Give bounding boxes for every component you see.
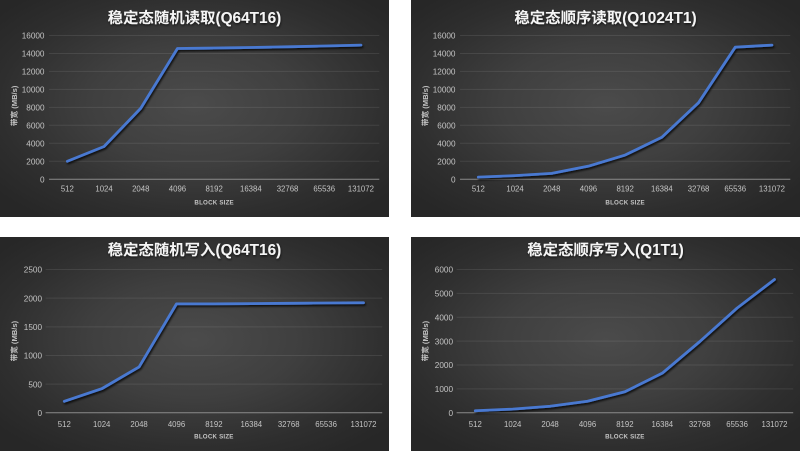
svg-text:1000: 1000 xyxy=(435,385,454,394)
svg-text:16000: 16000 xyxy=(433,32,456,41)
svg-text:2000: 2000 xyxy=(26,157,45,166)
svg-text:12000: 12000 xyxy=(433,68,456,77)
svg-text:BLOCK SIZE: BLOCK SIZE xyxy=(605,200,644,207)
svg-text:(MB/s): (MB/s) xyxy=(10,85,19,109)
svg-text:6000: 6000 xyxy=(437,122,456,131)
svg-text:(MB/s): (MB/s) xyxy=(421,85,430,109)
svg-text:2048: 2048 xyxy=(541,420,558,429)
svg-text:(Q1T1): (Q1T1) xyxy=(635,242,684,259)
svg-text:(MB/s): (MB/s) xyxy=(421,320,430,344)
svg-text:0: 0 xyxy=(37,409,42,418)
svg-text:6000: 6000 xyxy=(26,122,45,131)
svg-text:4096: 4096 xyxy=(579,420,596,429)
svg-text:16384: 16384 xyxy=(651,420,673,429)
svg-text:500: 500 xyxy=(28,380,42,389)
svg-text:65536: 65536 xyxy=(315,420,337,429)
svg-text:2000: 2000 xyxy=(437,157,456,166)
svg-text:65536: 65536 xyxy=(726,420,748,429)
svg-text:(MB/s): (MB/s) xyxy=(10,320,19,344)
svg-text:2048: 2048 xyxy=(130,420,147,429)
svg-text:1024: 1024 xyxy=(504,420,522,429)
svg-text:8000: 8000 xyxy=(437,104,456,113)
svg-text:16384: 16384 xyxy=(240,184,262,193)
svg-text:512: 512 xyxy=(469,420,482,429)
svg-text:1000: 1000 xyxy=(24,352,43,361)
svg-text:8192: 8192 xyxy=(205,420,222,429)
svg-text:2000: 2000 xyxy=(24,294,43,303)
svg-text:5000: 5000 xyxy=(435,290,454,299)
svg-text:65536: 65536 xyxy=(724,184,746,193)
svg-text:4096: 4096 xyxy=(168,420,185,429)
svg-text:4096: 4096 xyxy=(169,184,186,193)
svg-text:2500: 2500 xyxy=(24,266,43,275)
svg-text:0: 0 xyxy=(451,175,456,184)
svg-text:8192: 8192 xyxy=(616,184,633,193)
svg-text:8000: 8000 xyxy=(26,104,45,113)
svg-text:131072: 131072 xyxy=(348,184,374,193)
svg-text:14000: 14000 xyxy=(22,50,45,59)
svg-text:12000: 12000 xyxy=(22,68,45,77)
svg-text:0: 0 xyxy=(40,175,45,184)
svg-text:1500: 1500 xyxy=(24,323,43,332)
svg-text:3000: 3000 xyxy=(435,337,454,346)
svg-text:512: 512 xyxy=(61,184,74,193)
svg-text:4000: 4000 xyxy=(435,313,454,322)
svg-text:1024: 1024 xyxy=(93,420,111,429)
svg-text:BLOCK SIZE: BLOCK SIZE xyxy=(605,433,644,440)
svg-text:0: 0 xyxy=(448,409,453,418)
svg-text:131072: 131072 xyxy=(350,420,376,429)
svg-text:16384: 16384 xyxy=(240,420,262,429)
svg-text:10000: 10000 xyxy=(433,86,456,95)
svg-text:14000: 14000 xyxy=(433,50,456,59)
svg-text:2000: 2000 xyxy=(435,361,454,370)
svg-text:(Q64T16): (Q64T16) xyxy=(215,10,281,27)
svg-text:2048: 2048 xyxy=(543,184,560,193)
svg-text:131072: 131072 xyxy=(761,420,787,429)
svg-text:16000: 16000 xyxy=(22,32,45,41)
svg-text:131072: 131072 xyxy=(759,184,785,193)
svg-text:2048: 2048 xyxy=(132,184,149,193)
svg-text:(Q1024T1): (Q1024T1) xyxy=(622,10,696,27)
svg-text:32768: 32768 xyxy=(688,184,710,193)
svg-text:8192: 8192 xyxy=(205,184,222,193)
svg-text:16384: 16384 xyxy=(651,184,673,193)
svg-text:(Q64T16): (Q64T16) xyxy=(215,242,281,259)
svg-text:4096: 4096 xyxy=(580,184,597,193)
svg-text:32768: 32768 xyxy=(277,184,299,193)
svg-text:6000: 6000 xyxy=(435,266,454,275)
svg-text:8192: 8192 xyxy=(616,420,633,429)
svg-text:1024: 1024 xyxy=(95,184,113,193)
svg-text:512: 512 xyxy=(58,420,71,429)
svg-text:32768: 32768 xyxy=(689,420,711,429)
svg-text:512: 512 xyxy=(472,184,485,193)
svg-text:10000: 10000 xyxy=(22,86,45,95)
svg-text:4000: 4000 xyxy=(437,139,456,148)
svg-text:4000: 4000 xyxy=(26,139,45,148)
svg-text:65536: 65536 xyxy=(313,184,335,193)
svg-text:BLOCK SIZE: BLOCK SIZE xyxy=(194,200,233,207)
svg-text:1024: 1024 xyxy=(506,184,524,193)
svg-text:32768: 32768 xyxy=(278,420,300,429)
svg-text:BLOCK SIZE: BLOCK SIZE xyxy=(194,433,233,440)
